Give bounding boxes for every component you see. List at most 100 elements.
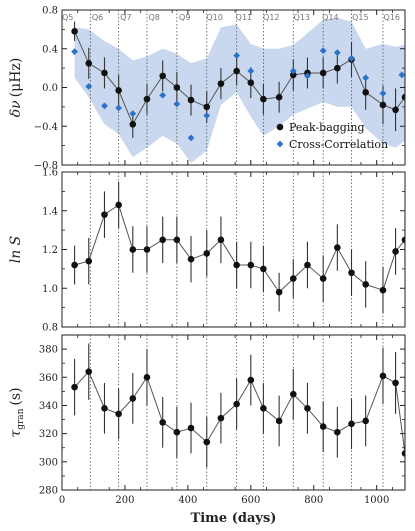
quarter-label: Q8 — [149, 13, 160, 22]
data-point — [379, 372, 387, 380]
y-tick-label: 1.0 — [42, 284, 58, 295]
panel-lnS: 0.8 1.0 1.2 1.4 1.6 ln S — [8, 168, 406, 334]
data-point — [143, 246, 151, 253]
x-tick-label: 0 — [59, 495, 65, 506]
data-point — [85, 59, 93, 67]
y-tick-label: 0.8 — [42, 323, 58, 334]
data-point — [319, 275, 327, 282]
series-line — [74, 31, 405, 126]
data-point — [247, 79, 255, 86]
data-point — [289, 275, 297, 282]
y-tick-label: −0.4 — [34, 122, 58, 133]
y-label-symbol: ln S — [8, 236, 24, 264]
data-point — [348, 269, 355, 277]
quarter-label: Q7 — [120, 13, 131, 22]
data-point — [129, 121, 137, 128]
y-label-subscript: gran — [16, 408, 26, 429]
data-point — [187, 424, 195, 432]
data-point — [362, 281, 369, 288]
y-axis-label: ln S — [8, 236, 24, 264]
cc-point — [115, 104, 123, 112]
data-point — [115, 410, 122, 418]
data-point — [85, 368, 93, 375]
data-point — [71, 261, 78, 269]
panel-frame — [61, 334, 406, 491]
data-point — [115, 87, 122, 94]
data-point — [203, 250, 211, 257]
data-layer — [71, 172, 405, 327]
y-tick-label: 340 — [39, 401, 58, 412]
series-line — [74, 370, 405, 454]
data-point — [101, 211, 108, 218]
quarter-label: Q16 — [384, 13, 400, 22]
data-point — [334, 428, 341, 436]
y-tick-label: 1.6 — [42, 168, 58, 179]
data-point — [247, 376, 255, 384]
cc-point — [159, 91, 167, 99]
quarter-label: Q11 — [236, 13, 252, 22]
data-point — [159, 419, 166, 426]
data-point — [187, 96, 195, 104]
y-tick-label: −0.8 — [34, 161, 58, 172]
y-tick-label: 0.0 — [42, 83, 58, 94]
legend-marker-crosscorrelation — [276, 140, 284, 148]
data-layer — [71, 10, 405, 165]
data-point — [379, 286, 387, 294]
data-point — [71, 383, 78, 391]
cc-point — [129, 110, 137, 118]
x-tick-label: 1000 — [364, 495, 389, 506]
cc-point — [398, 71, 405, 79]
y-tick-label: 1.4 — [42, 206, 58, 217]
data-point — [275, 288, 283, 296]
x-axis-label: Time (days) — [191, 511, 277, 526]
data-point — [203, 438, 211, 446]
data-point — [187, 255, 195, 263]
cc-point — [289, 67, 297, 75]
data-point — [217, 414, 225, 422]
y-axis-label: τgran (s) — [8, 387, 26, 437]
x-tick-label: 400 — [178, 495, 197, 506]
data-point — [275, 417, 283, 425]
legend-label: Cross-Correlation — [289, 138, 388, 151]
cc-point — [333, 49, 341, 57]
cc-point — [173, 100, 181, 108]
data-point — [71, 28, 78, 35]
data-point — [304, 261, 311, 269]
cc-point — [379, 89, 387, 97]
cc-point — [187, 134, 195, 142]
y-tick-label: 0.8 — [42, 6, 58, 17]
data-point — [233, 67, 240, 75]
uncertainty-band — [74, 17, 405, 164]
data-point — [203, 103, 211, 111]
panel-tau: 280 300 320 340 360 380 τgran (s) 0 200 400 600 800 1… — [8, 334, 406, 526]
data-point — [129, 246, 137, 253]
data-point — [143, 373, 151, 381]
data-point — [334, 64, 341, 72]
data-point — [217, 80, 225, 87]
cc-point — [304, 72, 311, 80]
x-tick-label: 200 — [115, 495, 134, 506]
y-label-unit: (s) — [8, 387, 24, 405]
data-point — [319, 69, 327, 77]
data-point — [401, 236, 405, 244]
data-point — [129, 395, 137, 402]
cc-point — [233, 52, 241, 59]
data-point — [319, 423, 327, 430]
quarter-label: Q5 — [62, 13, 73, 22]
data-point — [143, 95, 151, 103]
series-line — [74, 204, 405, 293]
data-point — [233, 261, 240, 269]
data-point — [401, 93, 405, 101]
data-point — [334, 244, 341, 251]
quarter-label: Q15 — [352, 13, 368, 22]
y-tick-label: 280 — [39, 486, 58, 497]
data-point — [362, 417, 369, 425]
x-tick-label: 800 — [304, 495, 323, 506]
quarter-label: Q13 — [294, 13, 310, 22]
y-label-symbol: δν — [8, 100, 24, 117]
data-point — [348, 420, 355, 428]
data-point — [101, 69, 108, 77]
data-point — [247, 261, 255, 269]
y-tick-label: 380 — [39, 345, 58, 356]
